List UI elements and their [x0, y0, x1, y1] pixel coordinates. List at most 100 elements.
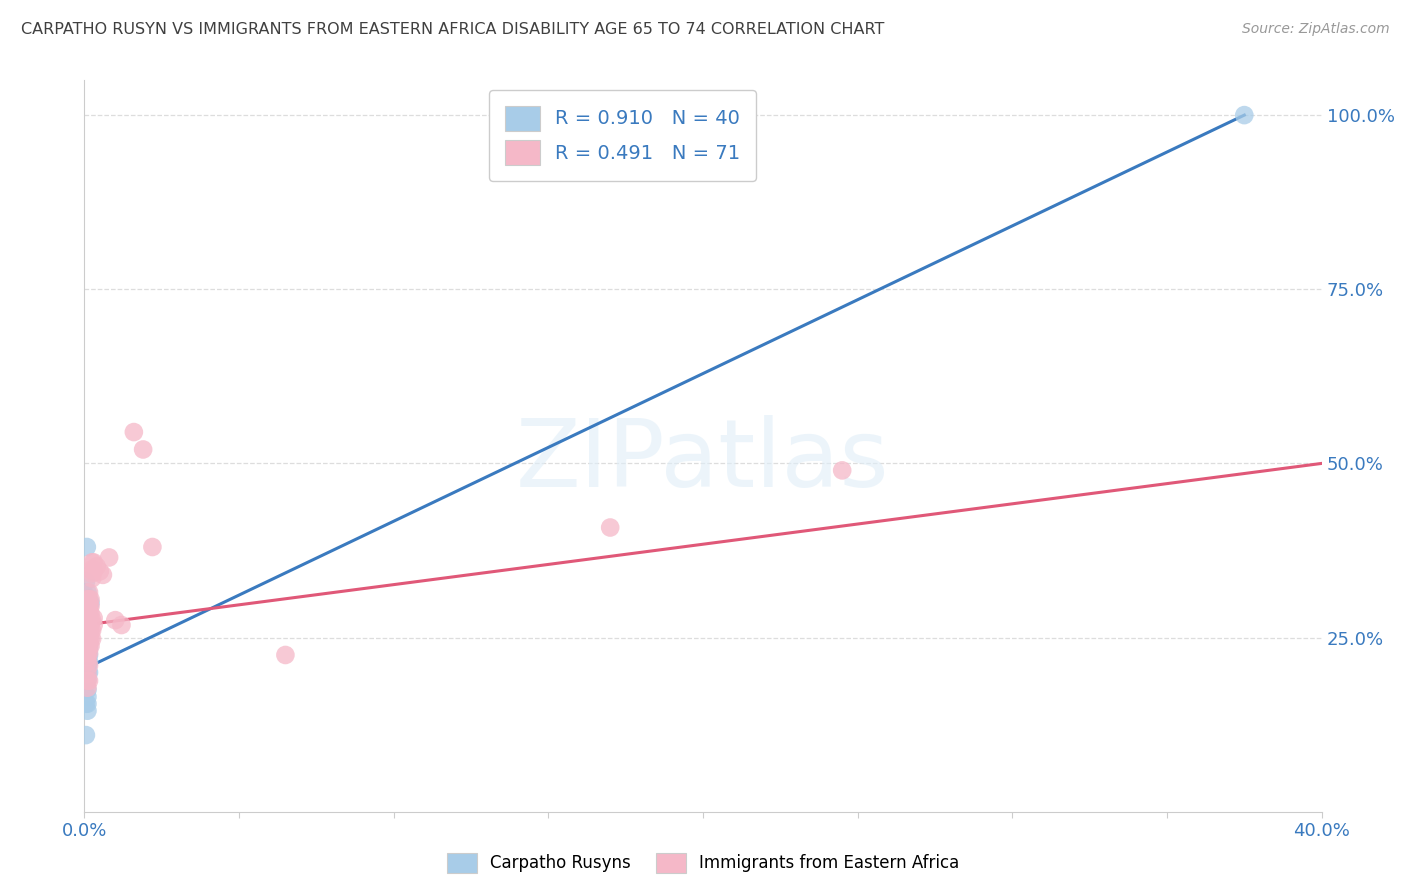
Point [91, 567, 114, 582]
Point [76, 643, 98, 657]
Text: ZIPatlas: ZIPatlas [516, 415, 890, 507]
Point [76, 666, 98, 681]
Point [79, 618, 101, 632]
Point [86, 559, 108, 574]
Point [82, 571, 104, 585]
Point [77, 592, 100, 607]
Point [82, 632, 104, 646]
Point [76, 690, 98, 704]
Point [77, 646, 100, 660]
Point [76, 632, 98, 646]
Point [76, 681, 98, 695]
Point [76, 615, 98, 630]
Point [82, 624, 104, 638]
Point [76, 618, 98, 632]
Point [77, 631, 100, 645]
Point [76, 599, 98, 614]
Point [76, 604, 98, 618]
Point [76, 608, 98, 623]
Point [77, 585, 100, 599]
Point [76, 596, 98, 610]
Point [75, 599, 97, 614]
Point [76, 592, 98, 607]
Point [77, 665, 100, 680]
Point [79, 632, 101, 646]
Legend: Carpatho Rusyns, Immigrants from Eastern Africa: Carpatho Rusyns, Immigrants from Eastern… [440, 847, 966, 880]
Point [77, 620, 100, 634]
Point [83, 618, 105, 632]
Point [77, 601, 100, 615]
Point [76, 585, 98, 599]
Point [104, 613, 127, 627]
Point [76, 665, 98, 680]
Point [76, 704, 98, 718]
Point [76, 682, 98, 697]
Point [76, 629, 98, 643]
Point [599, 520, 621, 534]
Point [76, 611, 98, 625]
Point [76, 634, 98, 648]
Point [82, 562, 104, 576]
Point [76, 650, 98, 665]
Point [79, 599, 101, 614]
Point [89, 565, 111, 579]
Point [98, 550, 121, 565]
Point [77, 606, 100, 620]
Point [77, 648, 100, 662]
Point [76, 606, 98, 620]
Point [1233, 108, 1256, 122]
Point [77, 620, 100, 634]
Point [77, 625, 100, 640]
Point [77, 615, 100, 630]
Point [76, 618, 98, 632]
Point [77, 625, 100, 640]
Point [76, 639, 98, 653]
Point [76, 636, 98, 650]
Text: Source: ZipAtlas.com: Source: ZipAtlas.com [1241, 22, 1389, 37]
Text: CARPATHO RUSYN VS IMMIGRANTS FROM EASTERN AFRICA DISABILITY AGE 65 TO 74 CORRELA: CARPATHO RUSYN VS IMMIGRANTS FROM EASTER… [21, 22, 884, 37]
Point [76, 625, 98, 640]
Point [75, 589, 97, 603]
Legend: R = 0.910   N = 40, R = 0.491   N = 71: R = 0.910 N = 40, R = 0.491 N = 71 [489, 90, 756, 181]
Point [76, 615, 98, 630]
Point [77, 606, 100, 620]
Point [76, 648, 98, 662]
Point [76, 673, 98, 688]
Point [82, 613, 104, 627]
Point [77, 673, 100, 688]
Point [79, 606, 101, 620]
Point [79, 596, 101, 610]
Point [76, 597, 98, 611]
Point [76, 646, 98, 660]
Point [76, 611, 98, 625]
Point [76, 673, 98, 687]
Point [79, 639, 101, 653]
Point [83, 565, 105, 579]
Point [77, 636, 100, 650]
Point [76, 697, 98, 711]
Point [831, 463, 853, 477]
Point [76, 638, 98, 652]
Point [76, 629, 98, 643]
Point [77, 639, 100, 653]
Point [141, 540, 163, 554]
Point [77, 599, 100, 614]
Point [76, 655, 98, 669]
Point [82, 566, 104, 581]
Point [79, 613, 101, 627]
Point [77, 655, 100, 669]
Point [76, 643, 98, 657]
Point [76, 653, 98, 667]
Point [77, 658, 100, 673]
Point [83, 611, 105, 625]
Point [75, 574, 97, 589]
Point [76, 658, 98, 673]
Point [82, 555, 104, 569]
Point [77, 613, 100, 627]
Point [79, 625, 101, 640]
Point [132, 442, 155, 457]
Point [77, 634, 100, 648]
Point [77, 597, 100, 611]
Point [76, 601, 98, 615]
Point [77, 640, 100, 655]
